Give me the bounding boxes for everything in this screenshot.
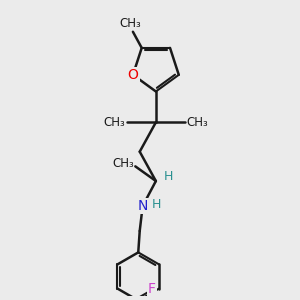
Text: F: F — [148, 281, 156, 296]
Text: H: H — [152, 198, 161, 211]
Text: CH₃: CH₃ — [120, 17, 141, 30]
Text: H: H — [164, 170, 173, 183]
Text: N: N — [137, 199, 148, 213]
Text: CH₃: CH₃ — [103, 116, 125, 129]
Text: CH₃: CH₃ — [112, 157, 134, 170]
Text: O: O — [128, 68, 138, 82]
Text: CH₃: CH₃ — [187, 116, 208, 129]
